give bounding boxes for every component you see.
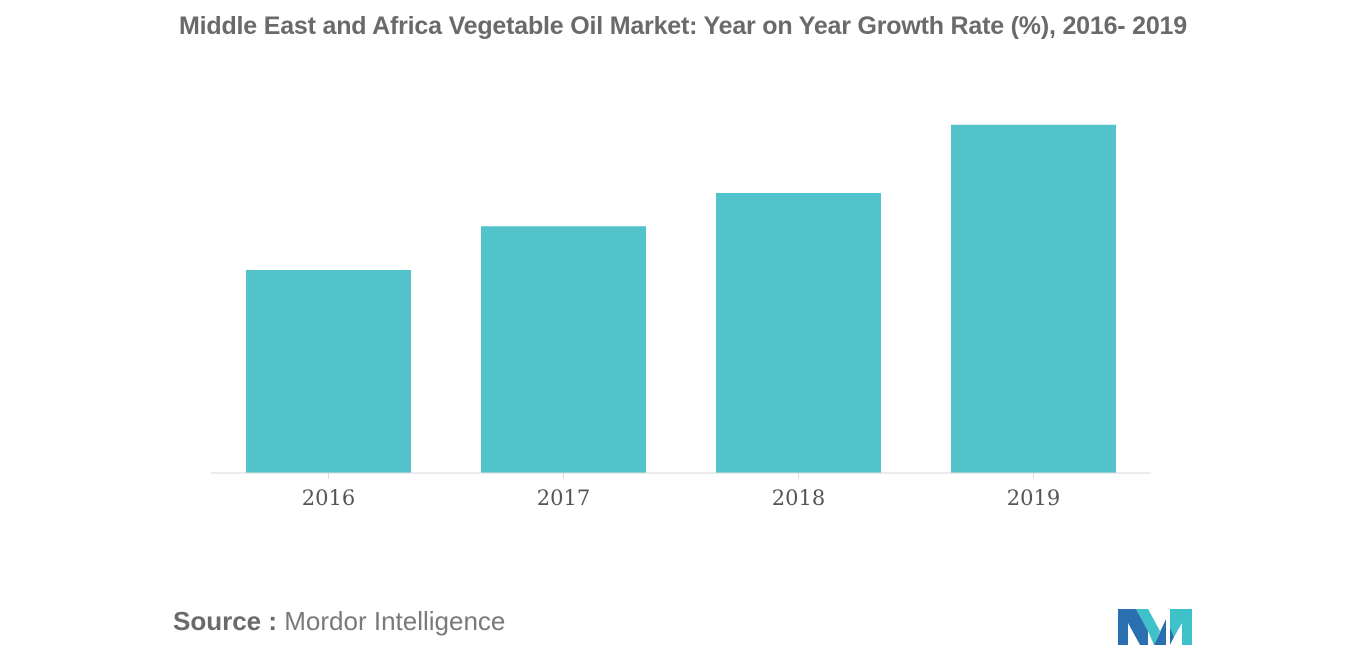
bars-group <box>246 124 1116 473</box>
bar-2018 <box>716 193 881 473</box>
bar-2017 <box>481 226 646 473</box>
source-label: Source : <box>173 606 278 636</box>
x-ticks-group: 2016 2017 2018 2019 <box>302 473 1060 510</box>
x-tick-label-2018: 2018 <box>772 486 825 510</box>
source-text: Mordor Intelligence <box>284 606 506 636</box>
bar-2016 <box>246 270 411 473</box>
x-tick-label-2016: 2016 <box>302 486 355 510</box>
bar-2019 <box>951 124 1116 473</box>
x-tick-label-2017: 2017 <box>537 486 590 510</box>
source-note: Source : Mordor Intelligence <box>173 606 505 637</box>
x-tick-label-2019: 2019 <box>1007 486 1060 510</box>
chart-title: Middle East and Africa Vegetable Oil Mar… <box>179 12 1187 40</box>
mordor-intelligence-logo-icon <box>1118 609 1192 645</box>
